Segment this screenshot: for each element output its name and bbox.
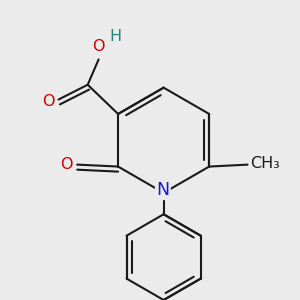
Text: O: O — [60, 157, 73, 172]
Text: O: O — [42, 94, 54, 109]
Text: O: O — [92, 39, 105, 54]
Text: H: H — [109, 28, 121, 44]
Text: N: N — [156, 181, 170, 199]
Text: CH₃: CH₃ — [250, 156, 279, 171]
